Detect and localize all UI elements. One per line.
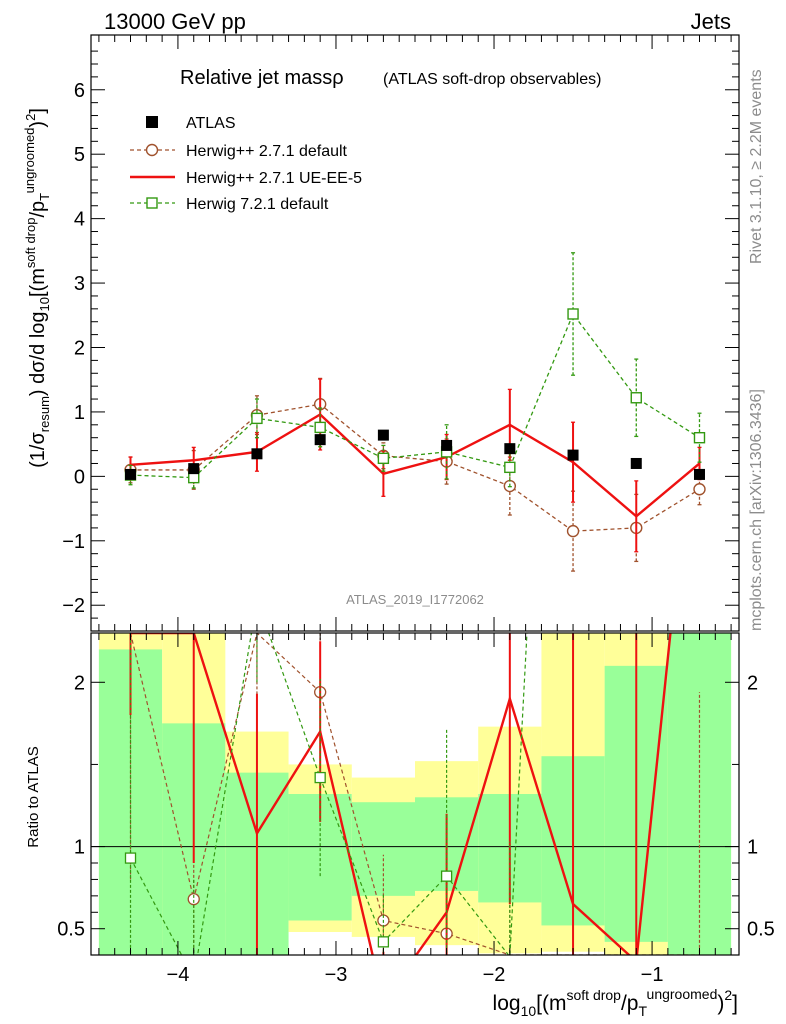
ratio-ytick-label-left-1: 1 xyxy=(74,837,85,859)
main-y-axis-label: (1/σresum) dσ/d log10[(msoft drop/pTungr… xyxy=(22,108,52,468)
point-herwig-7-2-1-default-7 xyxy=(567,308,579,320)
legend-label-herwigpp-ueee5: Herwig++ 2.7.1 UE-EE-5 xyxy=(186,170,362,187)
legend-label-atlas: ATLAS xyxy=(186,115,236,132)
legend-marker-herwig7-default xyxy=(146,197,158,209)
main-ytick-label-7: 5 xyxy=(74,144,85,166)
ratio-ytick-label-right-2: 2 xyxy=(747,672,758,694)
main-ytick-label-1: −1 xyxy=(62,531,85,553)
point-herwig-7-2-1-default-3 xyxy=(314,421,326,434)
point-atlas-0 xyxy=(125,468,137,480)
ratio-ytick-label-right-0: 0.5 xyxy=(747,919,775,941)
ratio-point-herwig-7-2-1-default-5 xyxy=(440,870,453,882)
point-herwig-7-2-1-default-2 xyxy=(251,412,263,425)
main-ytick-label-0: −2 xyxy=(62,595,85,617)
point-atlas-2 xyxy=(251,448,263,460)
point-herwig-7-2-1-default-9 xyxy=(693,432,706,444)
ratio-point-herwig-7-2-1-default-0 xyxy=(124,852,137,864)
legend-label-herwigpp-default: Herwig++ 2.7.1 default xyxy=(186,143,348,160)
legend-marker-herwigpp-default xyxy=(145,143,159,157)
main-ytick-label-3: 1 xyxy=(74,402,85,424)
ratio-ytick-label-left-2: 2 xyxy=(74,672,85,694)
main-ytick-label-5: 3 xyxy=(74,273,85,295)
legend-label-herwig7-default: Herwig 7.2.1 default xyxy=(186,196,329,213)
point-herwig-7-2-1-default-6 xyxy=(504,461,516,474)
series-line-herwig-2-7-1-ue-ee-5 xyxy=(130,413,701,518)
point-atlas-7 xyxy=(567,449,579,461)
ratio-band-green-4 xyxy=(351,802,415,896)
ratio-plot-area xyxy=(91,633,739,955)
ratio-point-herwig-7-2-1-default-4 xyxy=(377,936,390,948)
rivet-version-label: Rivet 3.1.10, ≥ 2.2M events xyxy=(748,69,765,264)
xtick-label-3: −1 xyxy=(641,964,664,986)
ratio-line-herwig-2-7-1-ue-ee-5 xyxy=(130,633,672,955)
analysis-watermark: ATLAS_2019_I1772062 xyxy=(346,592,484,607)
axes: −2 −1 0 1 2 3 4 5 6 −4 −3 −2 −1 0.5 0.5 1 1 2 2 xyxy=(57,35,775,986)
point-herwig-2-7-1-default-7 xyxy=(566,524,580,538)
point-herwig-7-2-1-default-1 xyxy=(188,471,200,484)
point-atlas-3 xyxy=(314,434,326,446)
main-ytick-label-6: 4 xyxy=(74,209,85,231)
ratio-point-herwig-2-7-1-default-1 xyxy=(187,892,200,906)
ratio-y-axis-label: Ratio to ATLAS xyxy=(25,746,42,847)
point-herwig-2-7-1-default-9 xyxy=(693,483,706,496)
mcplots-source-label: mcplots.cern.ch [arXiv:1306.3436] xyxy=(748,389,765,631)
series-line-herwig-7-2-1-default xyxy=(130,312,700,479)
series-line-herwig-2-7-1-default xyxy=(130,403,700,532)
plot-subtitle: (ATLAS soft-drop observables) xyxy=(383,71,601,88)
header-energy-label: 13000 GeV pp xyxy=(104,9,246,34)
ratio-ytick-label-left-0: 0.5 xyxy=(57,919,85,941)
ratio-point-herwig-7-2-1-default-3 xyxy=(314,771,326,784)
legend-marker-atlas xyxy=(146,116,158,128)
main-plot-area xyxy=(124,252,706,572)
x-axis-label: log10[(msoft drop/pTungroomed)2] xyxy=(493,986,738,1019)
xtick-label-2: −2 xyxy=(483,964,506,986)
legend: ATLAS Herwig++ 2.7.1 default Herwig++ 2.… xyxy=(130,115,362,213)
xtick-label-1: −3 xyxy=(325,964,348,986)
point-atlas-5 xyxy=(441,439,453,451)
point-herwig-7-2-1-default-8 xyxy=(630,392,642,404)
point-atlas-4 xyxy=(377,429,389,441)
point-atlas-1 xyxy=(188,463,200,475)
plot-title: Relative jet massρ xyxy=(180,67,344,89)
main-ytick-label-2: 0 xyxy=(74,466,85,488)
point-atlas-9 xyxy=(693,468,705,480)
xtick-label-0: −4 xyxy=(167,964,190,986)
header-jets-label: Jets xyxy=(691,9,731,34)
point-atlas-6 xyxy=(504,443,516,455)
main-ytick-label-8: 6 xyxy=(74,80,85,102)
point-atlas-8 xyxy=(630,457,642,469)
main-ytick-label-4: 2 xyxy=(74,337,85,359)
point-herwig-7-2-1-default-4 xyxy=(377,452,390,465)
ratio-ytick-label-right-1: 1 xyxy=(747,837,758,859)
